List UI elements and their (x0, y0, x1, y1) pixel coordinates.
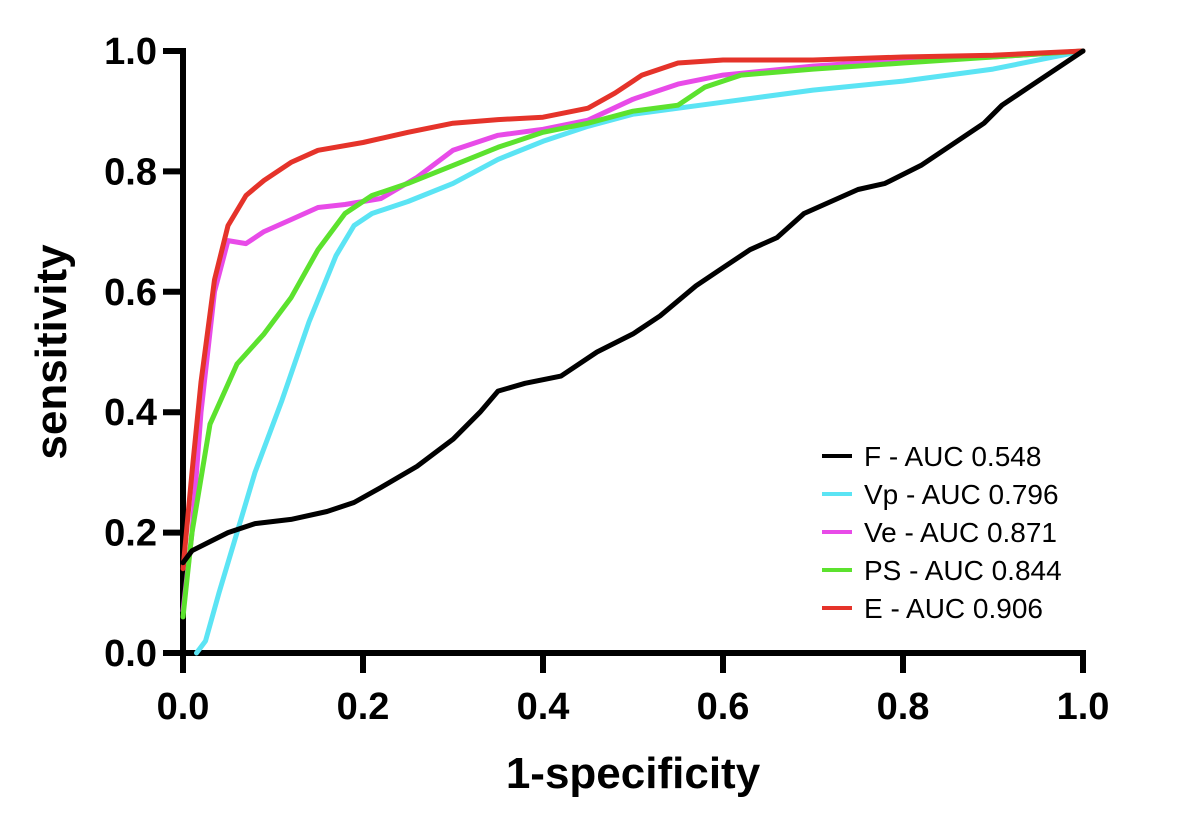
y-axis-title: sensitivity (27, 244, 76, 460)
series-layer (180, 48, 1086, 656)
y-tick-label: 0.4 (104, 392, 157, 434)
x-tick-label: 0.6 (697, 686, 750, 728)
y-tick-label: 1.0 (104, 31, 157, 73)
y-tick-label: 0.8 (104, 151, 157, 193)
x-tick-label: 0.8 (877, 686, 930, 728)
series-line-0 (180, 48, 1086, 566)
series-line-3 (180, 48, 1086, 620)
x-axis-title: 1-specificity (506, 749, 761, 798)
legend-entry: Vp - AUC 0.796 (864, 479, 1059, 510)
x-tick-label: 1.0 (1057, 686, 1110, 728)
legend: F - AUC 0.548 Vp - AUC 0.796 Ve - AUC 0.87… (822, 441, 1062, 624)
axes: 0.0 0.2 0.4 0.6 0.8 1.0 0.0 0.2 0.4 0.6 0.8 1.0 (104, 31, 1109, 728)
y-tick-label: 0.6 (104, 272, 157, 314)
legend-entry: PS - AUC 0.844 (864, 555, 1062, 586)
x-tick-label: 0.0 (157, 686, 210, 728)
series-line-4 (180, 48, 1086, 572)
x-tick-label: 0.4 (517, 686, 570, 728)
legend-entry: F - AUC 0.548 (864, 441, 1041, 472)
x-tick-label: 0.2 (337, 686, 390, 728)
y-tick-label: 0.2 (104, 513, 157, 555)
y-tick-label: 0.0 (104, 633, 157, 675)
legend-entry: Ve - AUC 0.871 (864, 517, 1057, 548)
series-line-1 (194, 48, 1086, 656)
legend-entry: E - AUC 0.906 (864, 593, 1043, 624)
